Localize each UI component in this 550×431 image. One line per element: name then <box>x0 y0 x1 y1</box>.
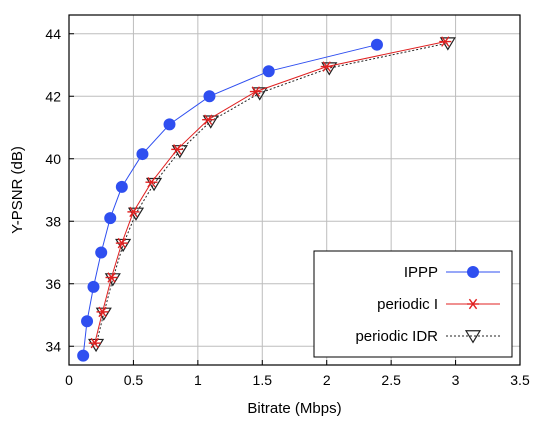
asterisk-stroke <box>251 86 261 97</box>
asterisk-stroke <box>117 237 126 249</box>
legend-label-periodic-i: periodic I <box>377 296 438 313</box>
data-point-ippp <box>203 90 216 103</box>
asterisk-stroke <box>129 206 138 218</box>
x-axis-title: Bitrate (Mbps) <box>247 400 341 417</box>
grid <box>69 15 520 365</box>
data-point-ippp <box>104 212 117 225</box>
legend: IPPP periodic I periodic IDR <box>313 250 513 358</box>
series-line-periodic-idr <box>95 42 448 345</box>
x-tick-label: 3.5 <box>510 372 530 388</box>
data-point-ippp <box>95 246 108 259</box>
asterisk-stroke <box>441 36 450 47</box>
x-tick-label: 0 <box>65 372 73 388</box>
asterisk-stroke <box>322 61 331 72</box>
legend-label-periodic-idr: periodic IDR <box>355 328 438 345</box>
data-point-periodic-i <box>145 176 158 188</box>
x-tick-label: 1 <box>194 372 202 388</box>
data-point-periodic-i <box>115 237 128 249</box>
x-tick-label: 3 <box>452 372 460 388</box>
series-periodic-i <box>88 36 452 349</box>
ticks: 0 0.5 1 1.5 2 2.5 3 3.5 34 36 38 40 42 44 <box>45 26 530 388</box>
data-point-periodic-i <box>249 86 262 97</box>
data-point-periodic-i <box>127 206 140 218</box>
legend-marker-periodic-idr <box>464 330 482 344</box>
data-point-periodic-i <box>96 306 109 318</box>
asterisk-stroke <box>90 337 99 349</box>
data-point-ippp <box>262 65 275 78</box>
data-point-ippp <box>77 349 90 362</box>
data-point-periodic-i <box>105 272 118 283</box>
data-point-ippp <box>81 315 94 328</box>
asterisk-stroke <box>204 114 213 125</box>
asterisk-stroke <box>98 306 107 318</box>
data-point-ippp <box>163 118 176 131</box>
data-point-periodic-i <box>320 61 333 72</box>
data-point-periodic-i <box>171 144 184 155</box>
asterisk-stroke <box>107 272 116 283</box>
legend-marker-ippp <box>467 266 479 278</box>
plot-frame <box>68 14 521 366</box>
data-point-periodic-idr <box>251 87 268 101</box>
data-point-periodic-i <box>202 114 215 125</box>
y-tick-label: 34 <box>45 338 61 354</box>
data-point-ippp <box>115 180 128 193</box>
data-point-ippp <box>87 280 100 293</box>
x-tick-label: 2 <box>323 372 331 388</box>
data-point-ippp <box>370 38 383 51</box>
y-tick-label: 40 <box>45 151 61 167</box>
y-tick-label: 42 <box>45 88 61 104</box>
y-tick-label: 36 <box>45 276 61 292</box>
legend-marker-periodic-i <box>467 298 479 310</box>
x-tick-label: 0.5 <box>124 372 144 388</box>
legend-label-ippp: IPPP <box>404 264 438 281</box>
y-tick-label: 38 <box>45 213 61 229</box>
data-point-periodic-i <box>439 36 452 47</box>
series-layer <box>77 36 456 362</box>
y-axis-title: Y-PSNR (dB) <box>9 146 26 234</box>
x-tick-label: 1.5 <box>253 372 273 388</box>
asterisk-stroke <box>468 298 478 310</box>
data-point-periodic-i <box>88 337 101 349</box>
asterisk-stroke <box>147 176 156 188</box>
y-tick-label: 44 <box>45 26 61 42</box>
data-point-ippp <box>136 148 149 161</box>
asterisk-stroke <box>173 144 182 155</box>
series-ippp <box>77 38 383 362</box>
x-tick-label: 2.5 <box>381 372 401 388</box>
